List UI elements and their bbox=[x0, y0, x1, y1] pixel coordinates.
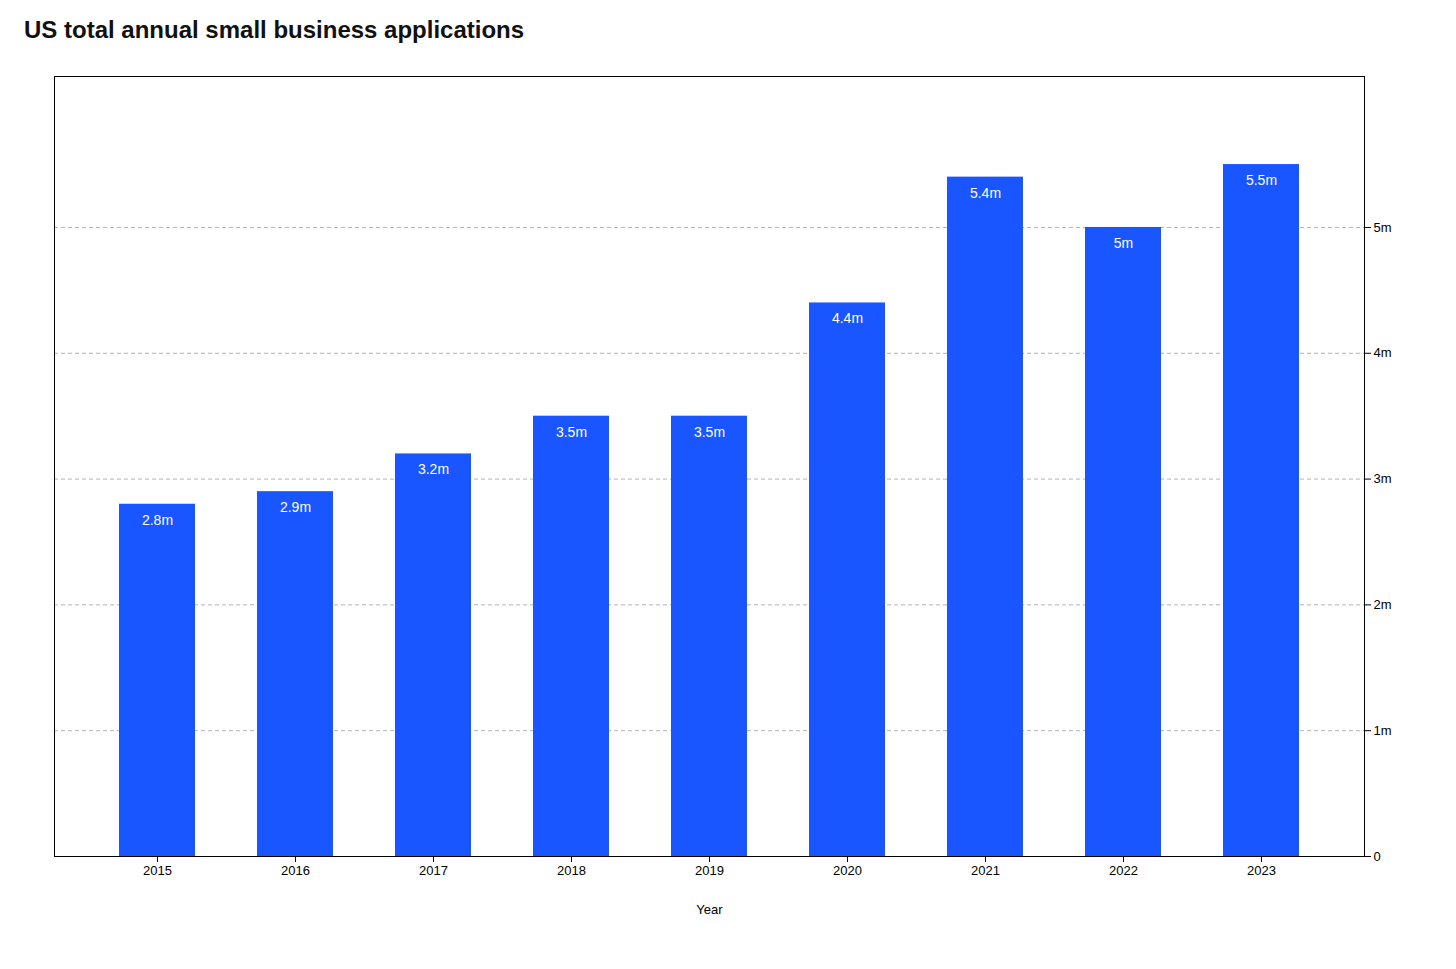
svg-text:Year: Year bbox=[696, 902, 723, 917]
svg-text:0: 0 bbox=[1374, 849, 1381, 864]
svg-text:1m: 1m bbox=[1374, 723, 1392, 738]
svg-text:2020: 2020 bbox=[833, 863, 862, 878]
svg-text:2.9m: 2.9m bbox=[280, 499, 311, 515]
svg-text:2016: 2016 bbox=[281, 863, 310, 878]
svg-text:2017: 2017 bbox=[419, 863, 448, 878]
svg-text:5.5m: 5.5m bbox=[1246, 172, 1277, 188]
svg-text:2015: 2015 bbox=[143, 863, 172, 878]
svg-text:3.2m: 3.2m bbox=[418, 461, 449, 477]
svg-text:4m: 4m bbox=[1374, 345, 1392, 360]
svg-text:5m: 5m bbox=[1374, 220, 1392, 235]
svg-text:2019: 2019 bbox=[695, 863, 724, 878]
svg-text:2.8m: 2.8m bbox=[142, 512, 173, 528]
svg-text:3.5m: 3.5m bbox=[556, 424, 587, 440]
svg-text:2023: 2023 bbox=[1247, 863, 1276, 878]
svg-text:3.5m: 3.5m bbox=[694, 424, 725, 440]
svg-text:2022: 2022 bbox=[1109, 863, 1138, 878]
svg-text:4.4m: 4.4m bbox=[832, 310, 863, 326]
svg-text:2m: 2m bbox=[1374, 597, 1392, 612]
svg-text:5m: 5m bbox=[1114, 235, 1133, 251]
svg-text:3m: 3m bbox=[1374, 471, 1392, 486]
svg-text:5.4m: 5.4m bbox=[970, 185, 1001, 201]
svg-text:2021: 2021 bbox=[971, 863, 1000, 878]
svg-text:2018: 2018 bbox=[557, 863, 586, 878]
html-text:US total annual small business: US total annual small business applicati… bbox=[24, 16, 525, 43]
